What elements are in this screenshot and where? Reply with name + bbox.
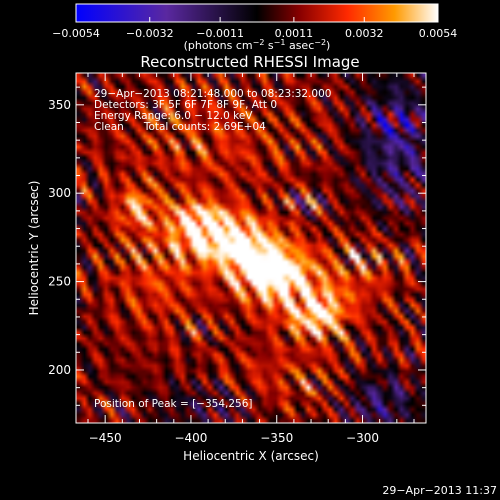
plot-timestamp: 29−Apr−2013 11:37 [382,484,497,497]
y-tick-label: 300 [48,186,71,200]
y-tick-label: 200 [48,363,71,377]
colorbar-ticks: −0.0054 −0.0032 −0.0011 0.0011 0.0032 0.0054 [52,17,457,40]
x-tick-label: −400 [174,431,207,445]
axis-ticks: −450 −400 −350 −300 200 250 300 350 [48,73,426,445]
peak-position-label: Position of Peak = [−354,256] [94,398,253,410]
annotation-counts: Clean Total counts: 2.69E+04 [94,121,266,133]
heatmap-image [76,73,426,423]
observation-annotations: 29−Apr−2013 08:21:48.000 to 08:23:32.000… [94,88,331,133]
colorbar-tick-label: −0.0011 [196,27,244,40]
plot-frame [75,72,427,424]
annotation-detectors: Detectors: 3F 5F 6F 7F 8F 9F, Att 0 [94,99,277,111]
colorbar [75,3,439,23]
colorbar-tick-label: −0.0054 [52,27,100,40]
x-tick-label: −300 [346,431,379,445]
colorbar-tick-label: 0.0032 [345,27,384,40]
chart-title: Reconstructed RHESSI Image [140,53,359,71]
y-tick-label: 250 [48,275,71,289]
colorbar-units: (photons cm−2 s−1 asec−2) [184,38,331,52]
y-tick-label: 350 [48,98,71,112]
x-tick-label: −350 [260,431,293,445]
y-axis-label: Heliocentric Y (arcsec) [27,181,41,316]
x-tick-label: −450 [89,431,122,445]
colorbar-tick-label: 0.0054 [419,27,458,40]
x-axis-label: Heliocentric X (arcsec) [183,449,319,463]
annotation-energy: Energy Range: 6.0 − 12.0 keV [94,110,253,122]
colorbar-tick-label: −0.0032 [126,27,174,40]
colorbar-tick-label: 0.0011 [275,27,314,40]
annotation-time: 29−Apr−2013 08:21:48.000 to 08:23:32.000 [94,88,331,100]
